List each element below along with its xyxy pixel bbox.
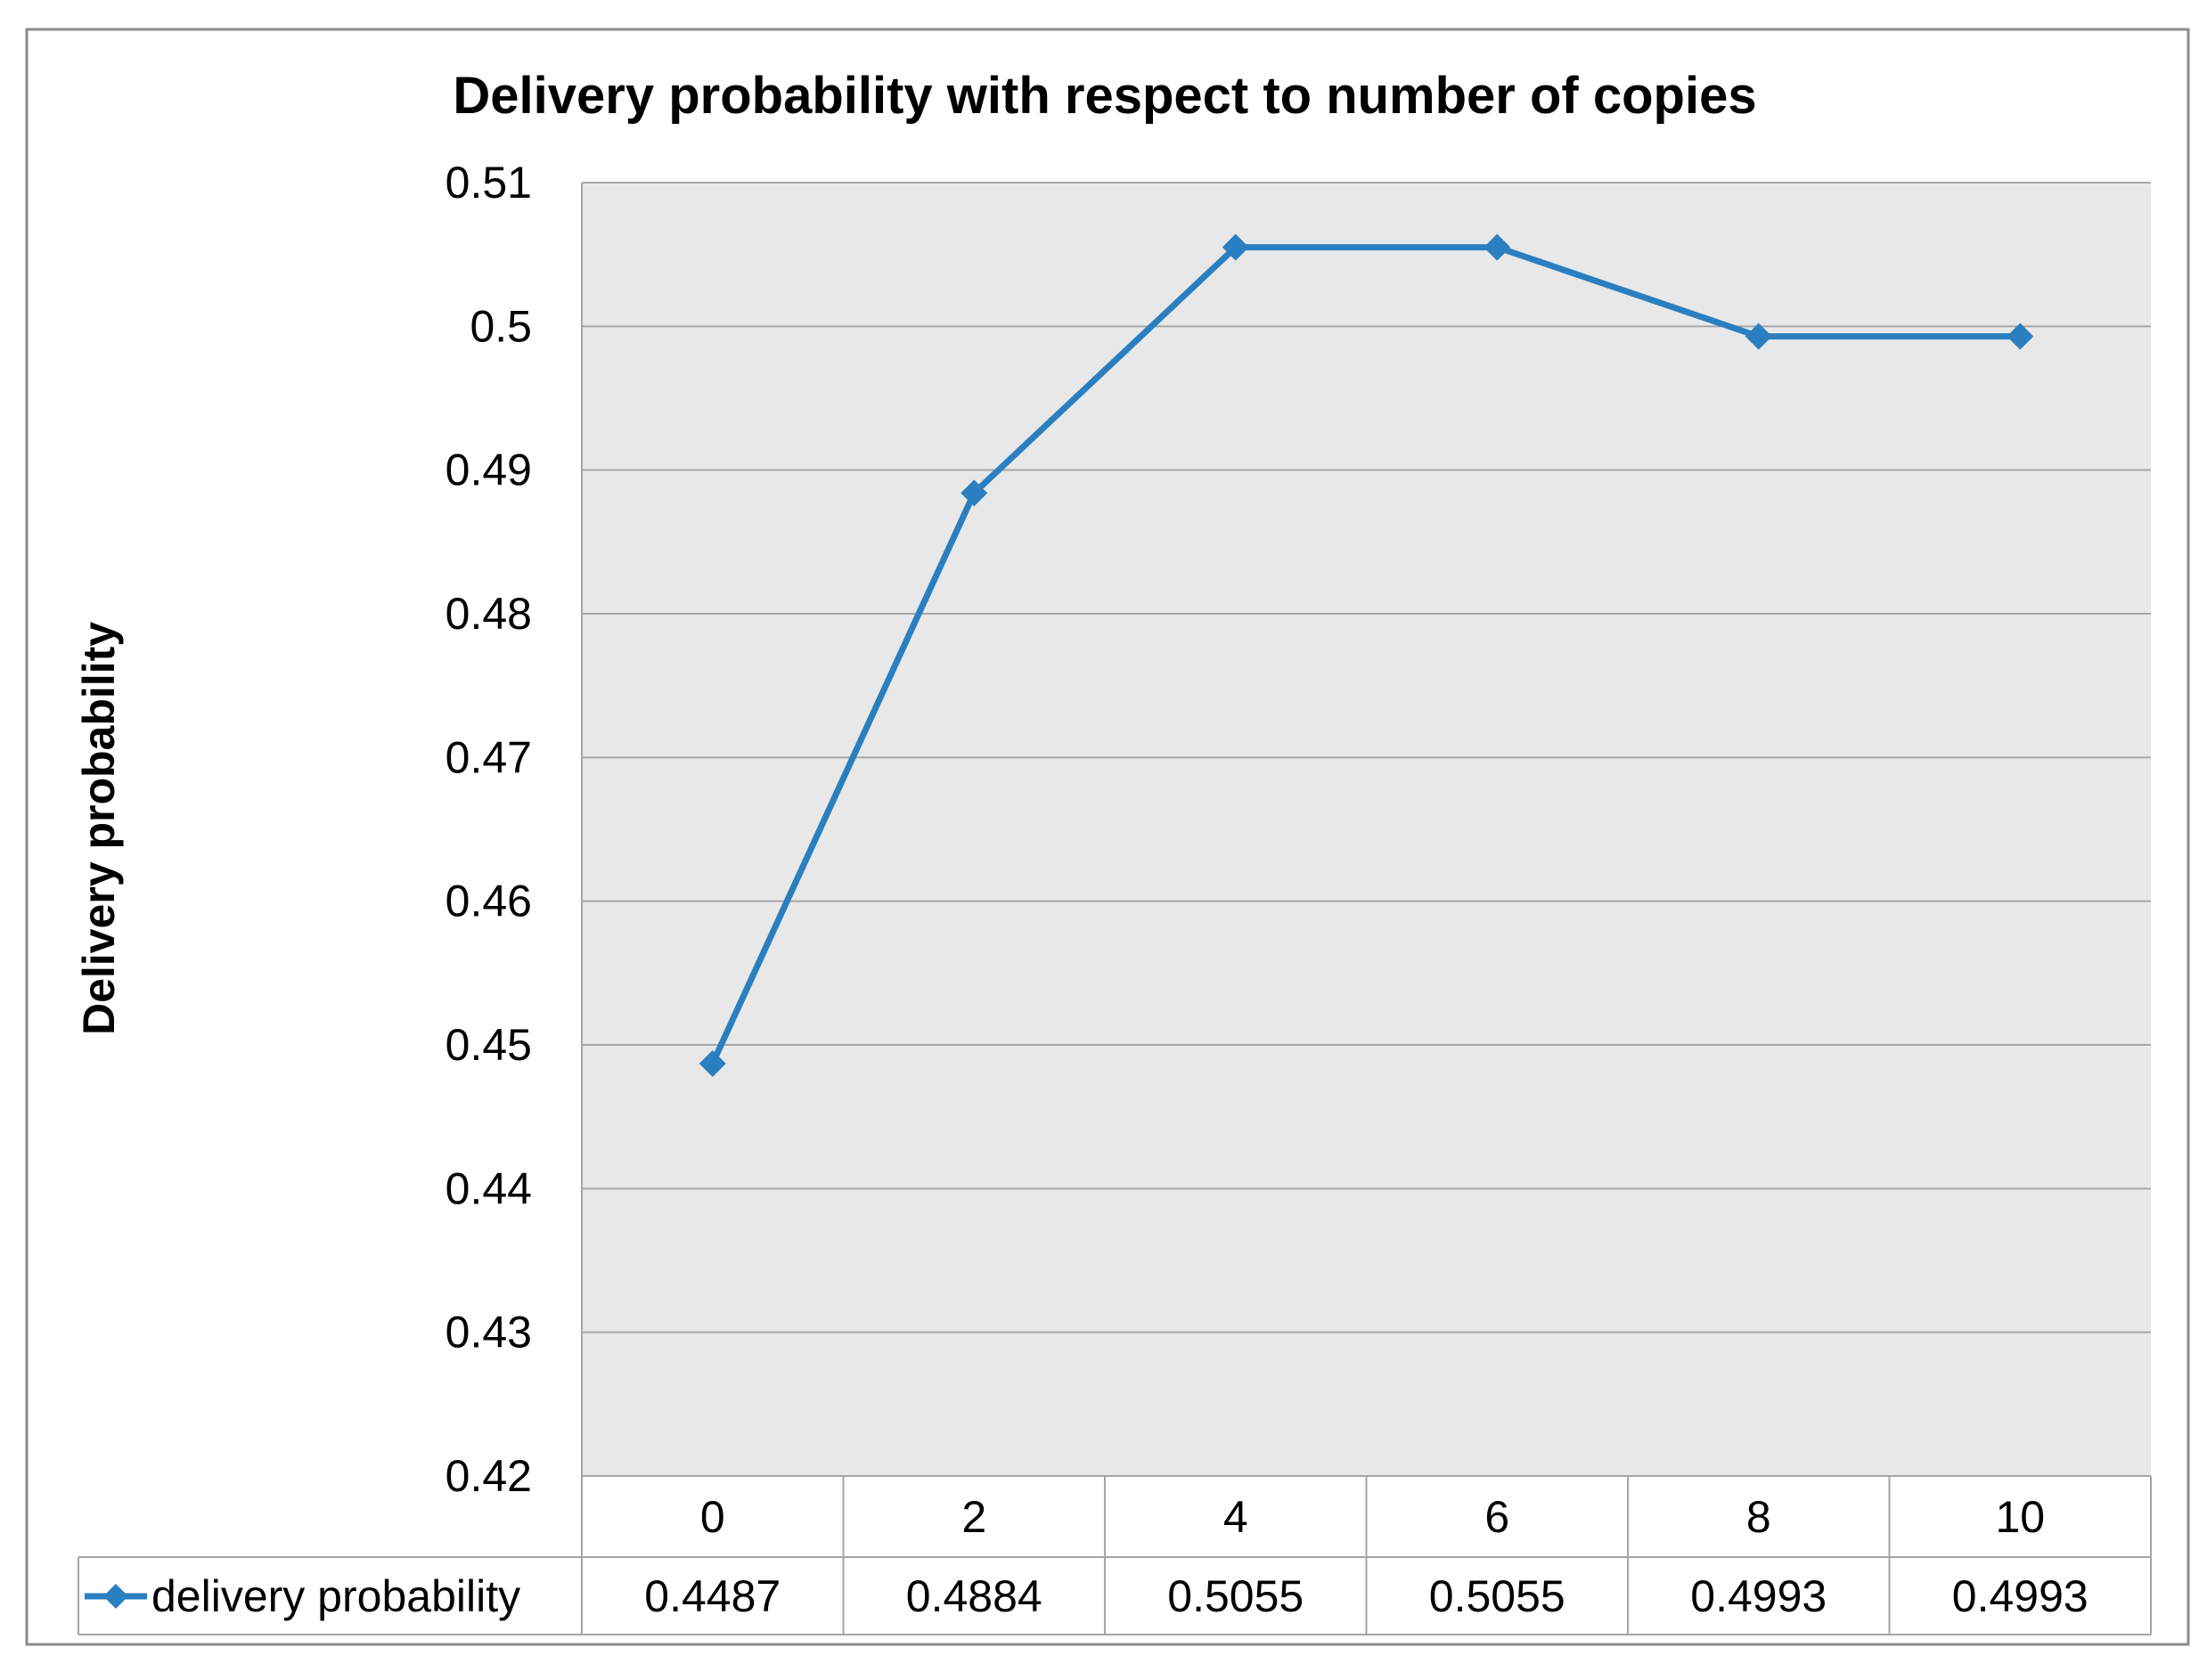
y-axis-ticks: 0.42 0.43 0.44 0.45 0.46 0.47 0.48 0.49 0.5 0.51: [445, 158, 532, 1501]
data-point: [1484, 233, 1511, 261]
y-tick-label: 0.49: [445, 445, 532, 495]
y-tick-label: 0.47: [445, 732, 532, 782]
x-category-label: 6: [1484, 1492, 1509, 1542]
series-layer: [699, 233, 2034, 1077]
data-table-value: 0.4993: [1952, 1571, 2088, 1621]
y-tick-label: 0.46: [445, 877, 532, 926]
gridlines: [581, 182, 2151, 1477]
chart-title: Delivery probability with respect to num…: [453, 67, 1756, 125]
y-tick-label: 0.5: [470, 301, 532, 351]
data-table: 0 2 4 6 8 10 0.4487 0.4884 0.5055 0.5055 0.4993 0.4…: [78, 1475, 2152, 1635]
x-category-label: 2: [961, 1492, 986, 1542]
legend-marker: [103, 1584, 128, 1609]
data-point: [960, 479, 988, 507]
legend-label: delivery probability: [151, 1571, 520, 1621]
data-table-value: 0.4993: [1690, 1571, 1827, 1621]
data-table-value: 0.4487: [644, 1571, 781, 1621]
data-table-value: 0.5055: [1167, 1571, 1304, 1621]
x-category-label: 0: [700, 1492, 725, 1542]
x-category-label: 4: [1223, 1492, 1248, 1542]
plot-area: [582, 183, 2151, 1476]
y-tick-label: 0.42: [445, 1451, 532, 1501]
data-table-value: 0.4884: [906, 1571, 1042, 1621]
y-tick-label: 0.43: [445, 1308, 532, 1358]
series-line: [709, 244, 2023, 1067]
y-axis-label: Delivery probability: [74, 622, 124, 1035]
data-point: [2007, 322, 2034, 350]
y-tick-label: 0.51: [445, 158, 532, 208]
data-table-value: 0.5055: [1429, 1571, 1565, 1621]
x-category-label: 10: [1995, 1492, 2045, 1542]
data-point: [1745, 322, 1772, 350]
x-category-label: 8: [1746, 1492, 1771, 1542]
data-point: [699, 1049, 726, 1077]
data-point: [1222, 233, 1249, 261]
y-tick-label: 0.44: [445, 1163, 532, 1213]
y-tick-label: 0.48: [445, 589, 532, 639]
y-tick-label: 0.45: [445, 1020, 532, 1070]
